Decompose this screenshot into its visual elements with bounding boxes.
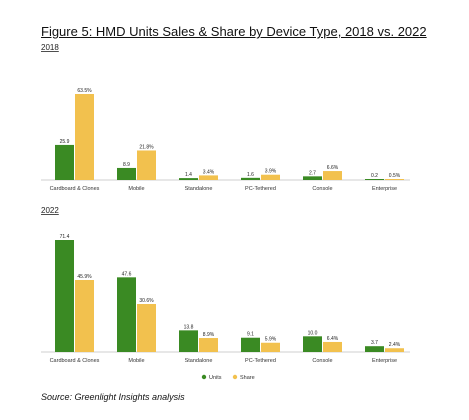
category-label-2022-mobile: Mobile bbox=[128, 358, 144, 364]
value-label-2022-units-cardboard-clones: 71.4 bbox=[60, 234, 70, 240]
category-label-2018-standalone: Standalone bbox=[185, 186, 213, 192]
category-label-2018-cardboard-clones: Cardboard & Clones bbox=[50, 186, 100, 192]
bar-2018-share-mobile bbox=[137, 150, 156, 180]
bar-2022-units-console bbox=[303, 336, 322, 352]
value-label-2018-units-cardboard-clones: 25.9 bbox=[60, 139, 70, 145]
category-label-2022-cardboard-clones: Cardboard & Clones bbox=[50, 358, 100, 364]
category-label-2022-enterprise: Enterprise bbox=[372, 358, 397, 364]
category-label-2018-pc-tethered: PC-Tethered bbox=[245, 186, 276, 192]
chart-2022: 2022 71.4 45.9% Cardboard & Clones 47.6 30.6… bbox=[41, 206, 410, 381]
value-label-2018-units-enterprise: 0.2 bbox=[371, 173, 378, 179]
bar-2022-share-cardboard-clones bbox=[75, 280, 94, 352]
value-label-2022-units-pc-tethered: 9.1 bbox=[247, 332, 254, 338]
bar-2018-units-console bbox=[303, 176, 322, 180]
value-label-2018-share-mobile: 21.8% bbox=[139, 144, 154, 150]
value-label-2022-units-standalone: 13.8 bbox=[184, 324, 194, 330]
category-label-2018-mobile: Mobile bbox=[128, 186, 144, 192]
legend-units-marker bbox=[201, 374, 207, 380]
bar-2018-share-pc-tethered bbox=[261, 174, 280, 180]
bar-2022-share-enterprise bbox=[385, 348, 404, 352]
value-label-2022-units-enterprise: 3.7 bbox=[371, 340, 378, 346]
value-label-2018-share-enterprise: 0.5% bbox=[389, 173, 401, 179]
legend-share-marker bbox=[232, 374, 238, 380]
value-label-2018-share-standalone: 3.4% bbox=[203, 169, 215, 175]
value-label-2018-share-console: 6.6% bbox=[327, 165, 339, 171]
value-label-2022-units-console: 10.0 bbox=[308, 330, 318, 336]
bar-2018-share-cardboard-clones bbox=[75, 94, 94, 180]
legend-share-label: Share bbox=[240, 375, 255, 381]
bar-2022-units-enterprise bbox=[365, 346, 384, 352]
bar-2022-share-mobile bbox=[137, 304, 156, 352]
bar-2022-share-pc-tethered bbox=[261, 342, 280, 352]
value-label-2018-units-pc-tethered: 1.6 bbox=[247, 172, 254, 178]
value-label-2018-units-standalone: 1.4 bbox=[185, 172, 192, 178]
chart-2022-year-label: 2022 bbox=[41, 206, 59, 215]
value-label-2022-share-pc-tethered: 5.9% bbox=[265, 337, 277, 343]
value-label-2018-share-pc-tethered: 3.9% bbox=[265, 169, 277, 175]
bar-2018-units-standalone bbox=[179, 178, 198, 180]
category-label-2022-console: Console bbox=[312, 358, 332, 364]
value-label-2022-share-standalone: 8.9% bbox=[203, 332, 215, 338]
bar-2018-share-console bbox=[323, 171, 342, 180]
value-label-2022-share-console: 6.4% bbox=[327, 336, 339, 342]
bar-2022-units-mobile bbox=[117, 277, 136, 352]
value-label-2018-units-console: 2.7 bbox=[309, 170, 316, 176]
category-label-2018-console: Console bbox=[312, 186, 332, 192]
value-label-2018-units-mobile: 8.9 bbox=[123, 162, 130, 168]
bar-2018-share-standalone bbox=[199, 175, 218, 180]
chart-2018-year-label: 2018 bbox=[41, 43, 59, 52]
bar-2022-units-cardboard-clones bbox=[55, 240, 74, 352]
bar-2022-share-standalone bbox=[199, 338, 218, 352]
category-label-2022-pc-tethered: PC-Tethered bbox=[245, 358, 276, 364]
bar-2018-units-pc-tethered bbox=[241, 177, 260, 180]
category-label-2018-enterprise: Enterprise bbox=[372, 186, 397, 192]
value-label-2022-units-mobile: 47.6 bbox=[122, 271, 132, 277]
legend-units-label: Units bbox=[209, 375, 222, 381]
value-label-2022-share-enterprise: 2.4% bbox=[389, 342, 401, 348]
chart-2022-bars: 71.4 45.9% Cardboard & Clones 47.6 30.6% Mobi… bbox=[41, 234, 410, 364]
bar-2018-units-cardboard-clones bbox=[55, 144, 74, 180]
value-label-2022-share-mobile: 30.6% bbox=[139, 298, 154, 304]
category-label-2022-standalone: Standalone bbox=[185, 358, 213, 364]
value-label-2022-share-cardboard-clones: 45.9% bbox=[77, 274, 92, 280]
bar-2022-units-standalone bbox=[179, 330, 198, 352]
figure-title: Figure 5: HMD Units Sales & Share by Dev… bbox=[41, 24, 427, 39]
bar-2018-share-enterprise bbox=[385, 179, 404, 180]
value-label-2018-share-cardboard-clones: 63.5% bbox=[77, 88, 92, 94]
chart-2018-bars: 25.9 63.5% Cardboard & Clones 8.9 21.8% Mobil… bbox=[41, 88, 410, 192]
bar-2018-units-mobile bbox=[117, 167, 136, 180]
bar-2022-units-pc-tethered bbox=[241, 337, 260, 352]
legend: Units Share bbox=[201, 374, 255, 381]
source-note: Source: Greenlight Insights analysis bbox=[41, 392, 185, 402]
bar-2022-share-console bbox=[323, 341, 342, 352]
chart-2018: 2018 25.9 63.5% Cardboard & Clones 8.9 21.8%… bbox=[41, 43, 410, 192]
bar-2018-units-enterprise bbox=[365, 179, 384, 180]
